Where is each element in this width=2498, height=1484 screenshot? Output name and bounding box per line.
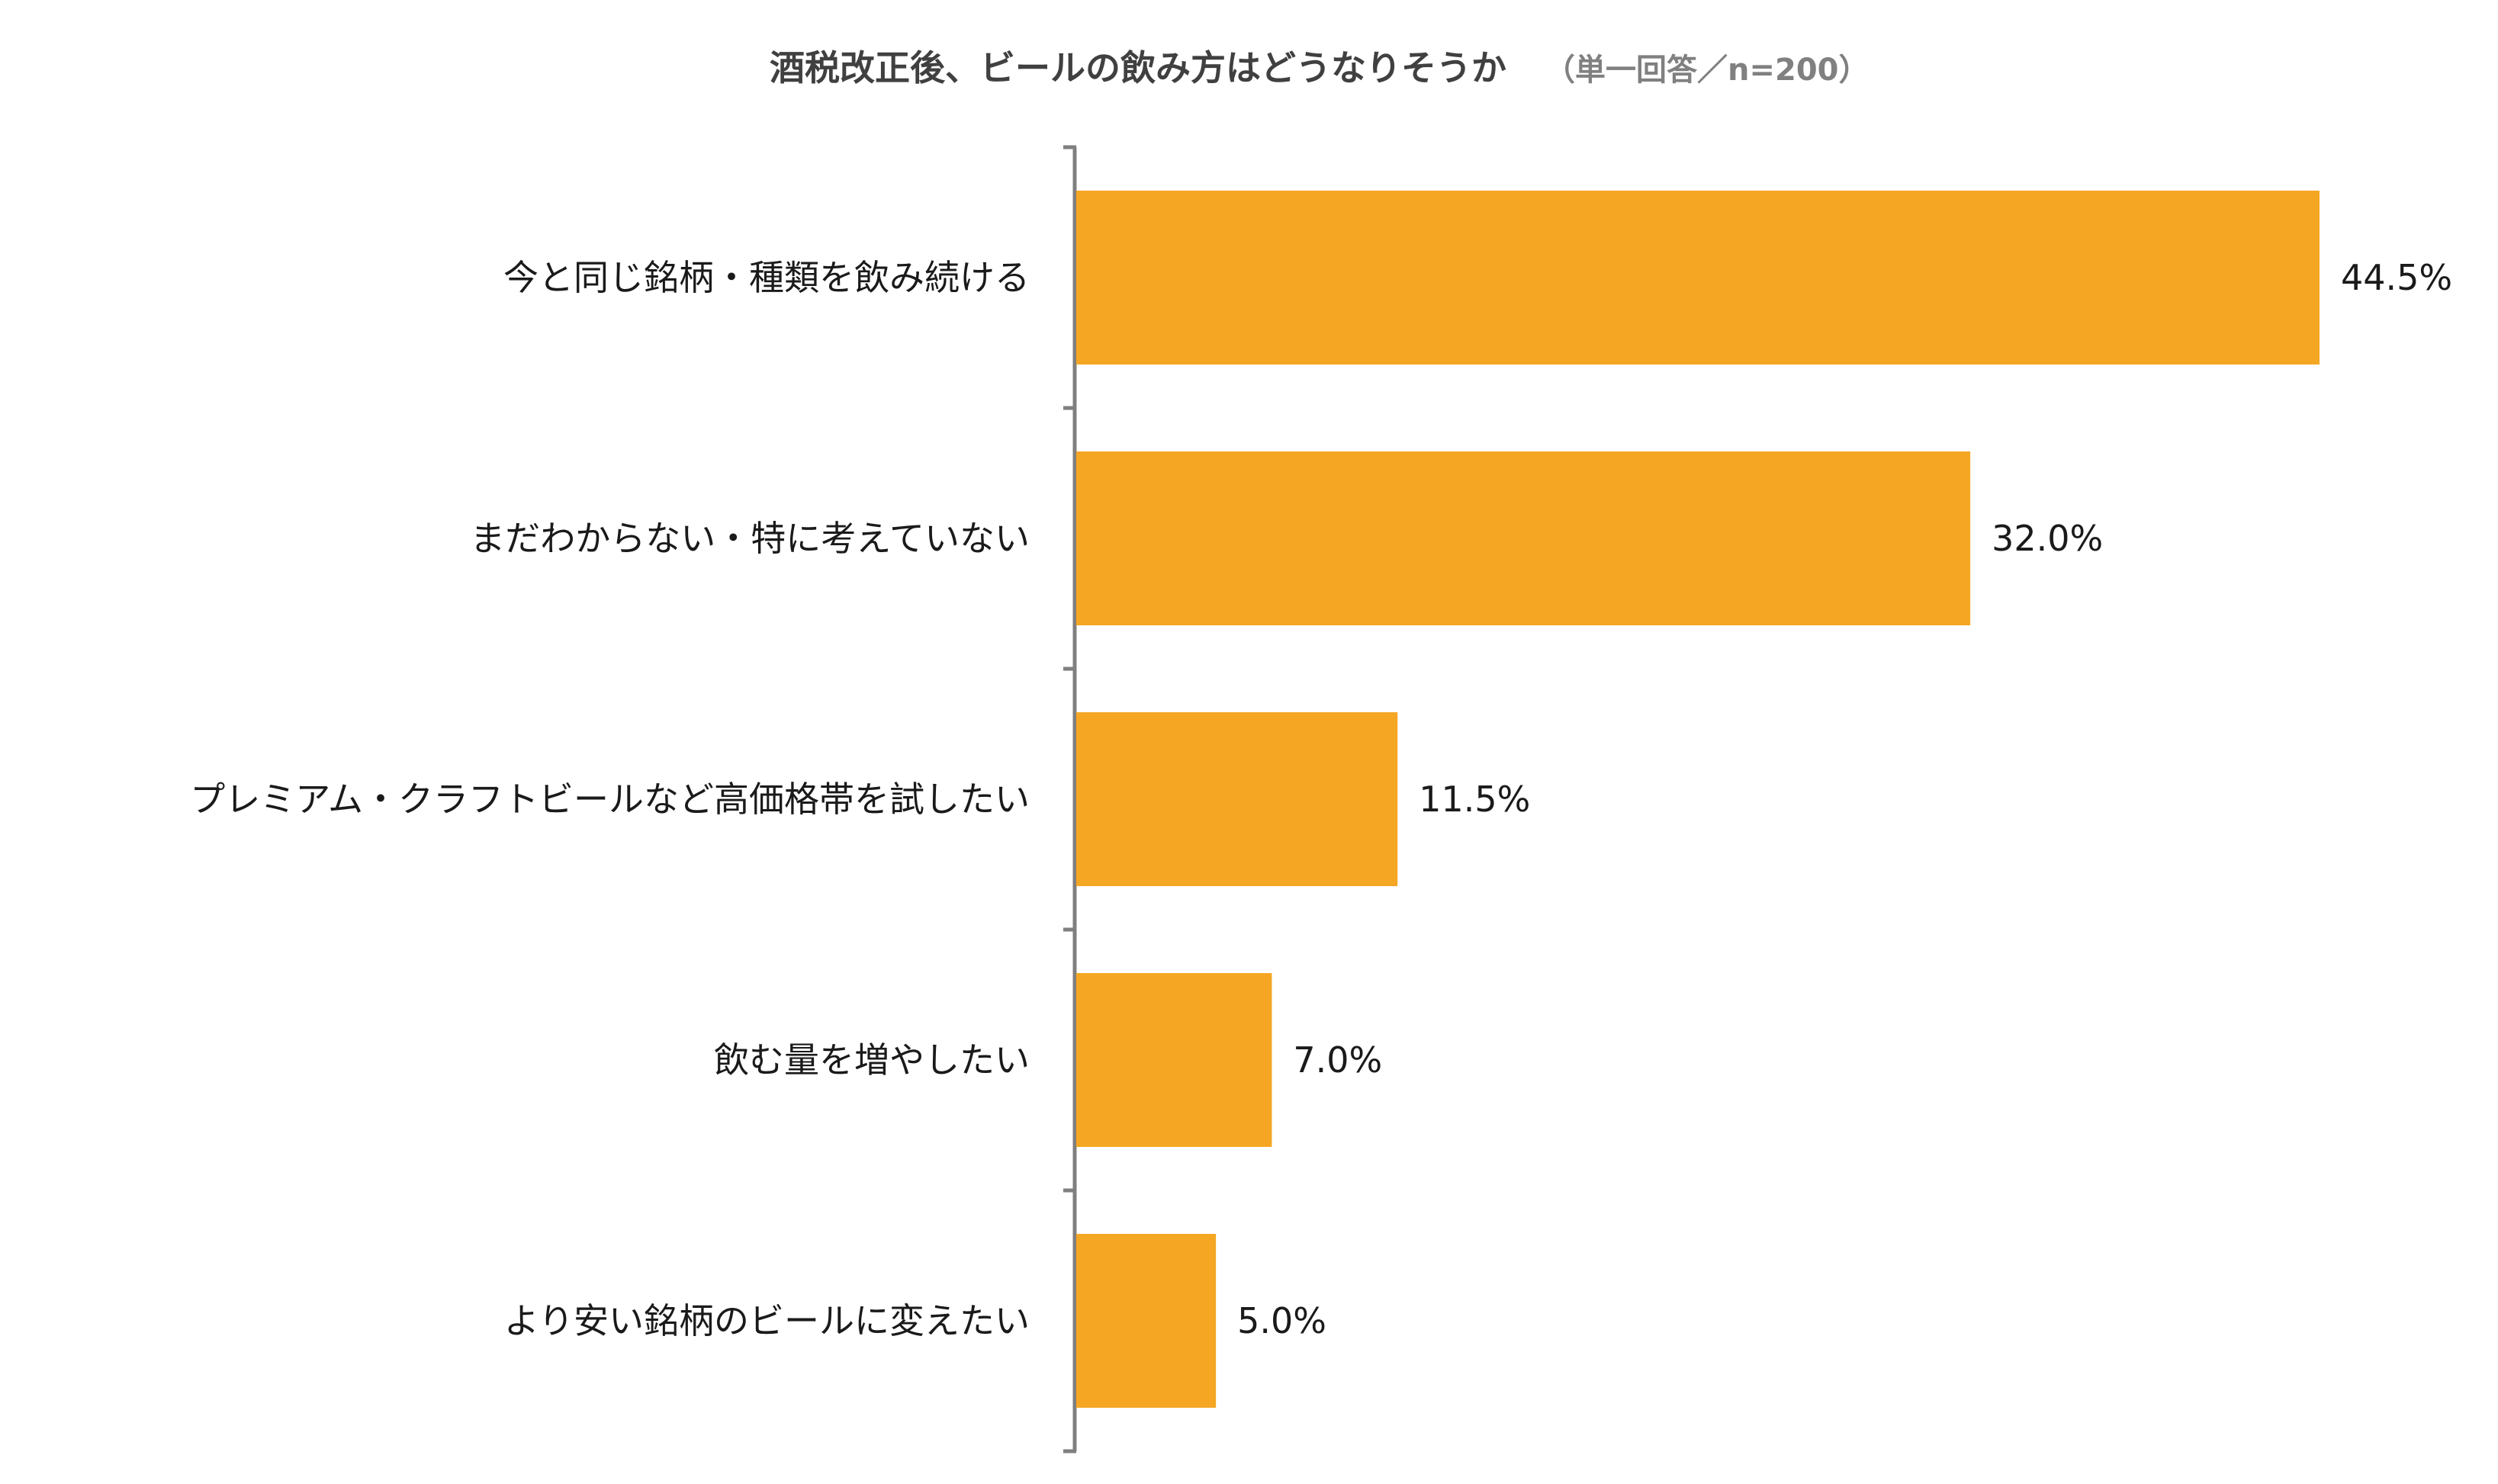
bar [1076,712,1398,886]
value-label: 5.0% [1237,1300,1326,1341]
chart-subtitle: （単一回答／n=200） [1545,53,1869,88]
bar [1076,451,1971,625]
category-labels: 今と同じ銘柄・種類を飲み続けるまだわからない・特に考えていないプレミアム・クラフ… [190,257,1030,1341]
value-label: 32.0% [1992,518,2103,559]
chart-title: 酒税改正後、ビールの飲み方はどうなりそうか [770,47,1506,88]
bar [1076,973,1272,1147]
value-labels: 44.5% 32.0% 11.5% 7.0% 5.0% [1237,257,2452,1341]
category-label: より安い銘柄のビールに変えたい [504,1300,1030,1341]
value-label: 11.5% [1419,779,1530,820]
bar [1076,191,2320,365]
value-label: 44.5% [2341,257,2452,298]
category-label: まだわからない・特に考えていない [470,518,1030,559]
category-label: 今と同じ銘柄・種類を飲み続ける [503,257,1030,298]
bar [1076,1234,1217,1408]
category-label: 飲む量を増やしたい [714,1039,1030,1081]
bar-series [1076,191,2320,1408]
y-axis-ticks [1063,145,1076,1453]
category-label: プレミアム・クラフトビールなど高価格帯を試したい [190,779,1030,820]
value-label: 7.0% [1293,1039,1382,1081]
